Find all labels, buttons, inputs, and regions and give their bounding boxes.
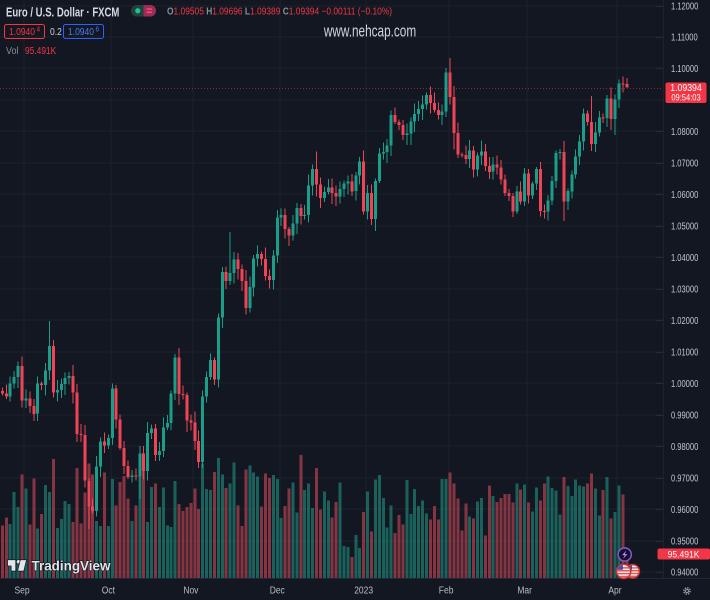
- svg-text:6: 6: [96, 26, 100, 34]
- svg-text:1.09394: 1.09394: [670, 82, 701, 93]
- svg-text:Feb: Feb: [439, 585, 454, 596]
- svg-text:1.06000: 1.06000: [671, 189, 698, 200]
- svg-text:09:54:03: 09:54:03: [671, 92, 701, 103]
- svg-text:0.96000: 0.96000: [671, 504, 698, 515]
- svg-text:0.99000: 0.99000: [671, 409, 698, 420]
- svg-text:0.94000: 0.94000: [671, 567, 698, 578]
- svg-text:2023: 2023: [354, 585, 373, 596]
- svg-text:1.04000: 1.04000: [671, 252, 698, 263]
- svg-text:O1.09505 H1.09696 L1.09389 C1.: O1.09505 H1.09696 L1.09389 C1.09394 −0.0…: [167, 6, 392, 17]
- svg-text:TradingView: TradingView: [32, 558, 111, 573]
- svg-text:1.12000: 1.12000: [671, 0, 698, 11]
- svg-text:1.0940: 1.0940: [68, 26, 94, 37]
- svg-text:Mar: Mar: [517, 585, 532, 596]
- svg-text:1.07000: 1.07000: [671, 157, 698, 168]
- svg-text:95.491K: 95.491K: [668, 549, 700, 560]
- svg-text:Oct: Oct: [102, 585, 116, 596]
- svg-text:1.03000: 1.03000: [671, 283, 698, 294]
- svg-text:1.0940: 1.0940: [9, 26, 35, 37]
- svg-text:0.97000: 0.97000: [671, 472, 698, 483]
- svg-text:1.08000: 1.08000: [671, 126, 698, 137]
- svg-text:Vol: Vol: [6, 45, 18, 57]
- svg-text:0.98000: 0.98000: [671, 441, 698, 452]
- svg-text:1.00000: 1.00000: [671, 378, 698, 389]
- svg-text:Euro / U.S. Dollar · FXCM: Euro / U.S. Dollar · FXCM: [6, 6, 119, 20]
- svg-text:4: 4: [37, 26, 41, 34]
- svg-text:www.nehcap.com: www.nehcap.com: [323, 22, 416, 40]
- svg-text:1.01000: 1.01000: [671, 346, 698, 357]
- svg-text:1.05000: 1.05000: [671, 220, 698, 231]
- svg-text:95.491K: 95.491K: [25, 45, 57, 57]
- svg-text:0.2: 0.2: [50, 26, 62, 37]
- svg-text:Sep: Sep: [14, 585, 29, 596]
- svg-text:Apr: Apr: [608, 585, 621, 596]
- svg-text:Nov: Nov: [183, 585, 198, 596]
- svg-text:Dec: Dec: [270, 585, 285, 596]
- svg-text:0.95000: 0.95000: [671, 535, 698, 546]
- svg-text:1.02000: 1.02000: [671, 315, 698, 326]
- svg-text:1.11000: 1.11000: [671, 32, 698, 43]
- svg-text:1.10000: 1.10000: [671, 63, 698, 74]
